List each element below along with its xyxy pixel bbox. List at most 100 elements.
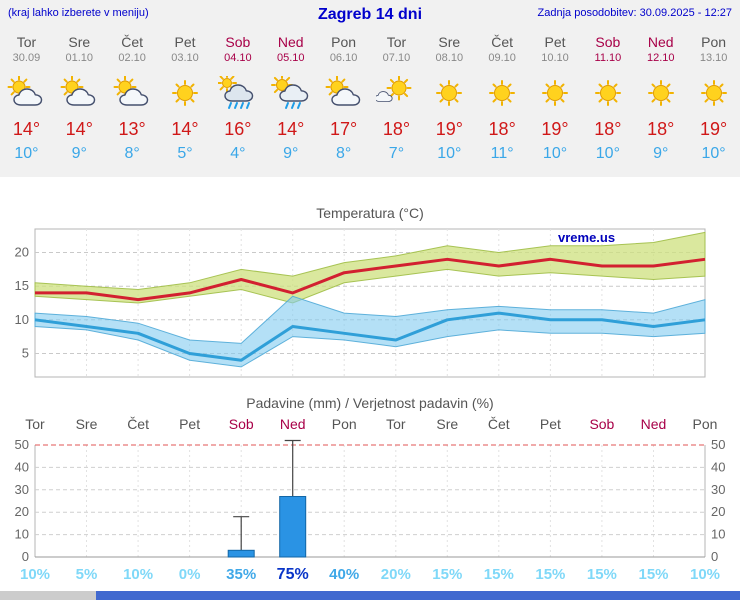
min-temperature: 11° — [490, 145, 514, 162]
day-column[interactable]: Pon 13.10 19° 10° — [687, 34, 740, 163]
min-temperature: 8° — [124, 145, 140, 162]
precip-probability: 0% — [179, 566, 201, 583]
min-temperature: 9° — [71, 145, 87, 162]
precip-day-label: Ned — [280, 416, 306, 432]
day-column[interactable]: Tor 07.10 18° 7° — [370, 34, 423, 163]
svg-text:40: 40 — [711, 459, 725, 474]
min-temperature: 10° — [437, 145, 462, 162]
footer-gray-segment — [0, 591, 96, 600]
precip-bar — [227, 549, 255, 558]
min-temperature: 10° — [595, 145, 620, 162]
min-temperature: 9° — [653, 145, 669, 162]
day-column[interactable]: Sob 04.10 16° 4° — [211, 34, 264, 163]
max-temperature: 18° — [594, 119, 622, 139]
rain-sun-icon — [264, 75, 317, 111]
day-date: 30.09 — [12, 52, 41, 64]
precip-probability: 10% — [123, 566, 153, 583]
day-date: 12.10 — [646, 52, 675, 64]
min-temp-band — [34, 295, 706, 368]
precip-day-label: Sob — [589, 416, 614, 432]
max-temperature: 17° — [329, 119, 358, 139]
day-column[interactable]: Pet 03.10 14° 5° — [159, 34, 212, 163]
max-temperature: 14° — [65, 119, 93, 139]
max-temp-band — [34, 231, 706, 304]
svg-text:0: 0 — [711, 549, 718, 564]
min-temperature: 5° — [177, 145, 193, 162]
precip-day-label: Pon — [332, 416, 357, 432]
min-temperature: 10° — [701, 145, 726, 162]
svg-text:20: 20 — [711, 504, 725, 519]
precip-probability: 15% — [484, 566, 514, 583]
precip-day-label: Pon — [693, 416, 718, 432]
svg-text:20: 20 — [15, 504, 29, 519]
day-column[interactable]: Pon 06.10 17° 8° — [317, 34, 370, 163]
temperature-chart: Temperatura (°C) 5 10 15 20 vreme.us — [15, 205, 706, 378]
svg-text:5: 5 — [22, 346, 29, 361]
svg-text:10: 10 — [711, 527, 725, 542]
precip-probability: 20% — [381, 566, 411, 583]
svg-text:40: 40 — [15, 459, 29, 474]
precip-probability: 15% — [638, 566, 668, 583]
min-temperature: 10° — [542, 145, 568, 162]
precip-day-label: Tor — [386, 416, 406, 432]
day-name: Čet — [121, 34, 144, 50]
precip-probability: 10% — [20, 566, 50, 583]
rain-icon — [211, 75, 264, 111]
precip-day-label: Sre — [436, 416, 458, 432]
precip-day-label: Tor — [25, 416, 45, 432]
partly-icon — [317, 75, 370, 111]
max-temperature: 18° — [647, 119, 675, 139]
day-column[interactable]: Sre 08.10 19° 10° — [423, 34, 476, 163]
forecast-strip: Tor 30.09 14° 10° Sre 01.10 14° 9° Čet 02.10 13° 8°… — [0, 34, 740, 163]
precip-chart-title: Padavine (mm) / Verjetnost padavin (%) — [246, 395, 494, 411]
min-temperature: 4° — [230, 145, 246, 162]
day-column[interactable]: Tor 30.09 14° 10° — [0, 34, 53, 163]
sunny-icon — [159, 75, 212, 111]
day-date: 05.10 — [276, 52, 305, 64]
precip-probability: 75% — [277, 566, 309, 583]
day-date: 10.10 — [541, 52, 569, 64]
svg-text:30: 30 — [711, 482, 725, 497]
day-name: Pet — [544, 34, 566, 50]
precip-day-label: Čet — [488, 416, 510, 432]
precip-bar — [279, 496, 307, 558]
svg-text:15: 15 — [15, 278, 29, 293]
precip-day-label: Pet — [179, 416, 200, 432]
day-date: 04.10 — [224, 52, 252, 64]
max-temperature: 18° — [488, 119, 516, 139]
day-name: Pet — [174, 34, 196, 50]
day-column[interactable]: Čet 09.10 18° 11° — [476, 34, 529, 163]
sunny-icon — [687, 75, 740, 111]
sunny-icon — [581, 75, 634, 111]
sunny-icon — [423, 75, 476, 111]
sunny-icon — [476, 75, 529, 111]
day-column[interactable]: Čet 02.10 13° 8° — [106, 34, 159, 163]
sunny-icon — [634, 75, 687, 111]
day-date: 02.10 — [118, 52, 146, 64]
day-column[interactable]: Ned 12.10 18° 9° — [634, 34, 687, 163]
precip-probability: 40% — [329, 566, 359, 583]
max-temperature: 18° — [382, 119, 411, 139]
day-column[interactable]: Sre 01.10 14° 9° — [53, 34, 106, 163]
day-column[interactable]: Sob 11.10 18° 10° — [581, 34, 634, 163]
day-name: Tor — [386, 34, 407, 50]
partly-icon — [0, 75, 53, 111]
svg-text:0: 0 — [22, 549, 29, 564]
svg-text:30: 30 — [15, 482, 29, 497]
max-temperature: 19° — [541, 119, 569, 139]
day-date: 01.10 — [65, 52, 94, 64]
precip-day-label: Sre — [76, 416, 98, 432]
precip-day-label: Pet — [540, 416, 561, 432]
day-date: 13.10 — [699, 52, 728, 64]
day-column[interactable]: Ned 05.10 14° 9° — [264, 34, 317, 163]
min-temperature: 9° — [283, 145, 299, 162]
day-name: Pon — [331, 34, 357, 50]
day-name: Čet — [491, 34, 514, 50]
location-menu-hint: (kraj lahko izberete v meniju) — [8, 7, 149, 19]
day-column[interactable]: Pet 10.10 19° 10° — [529, 34, 582, 163]
precip-probability: 15% — [432, 566, 462, 583]
precip-probability: 15% — [587, 566, 617, 583]
svg-text:Temperatura (°C): Temperatura (°C) — [316, 205, 424, 221]
day-date: 11.10 — [594, 52, 622, 64]
day-date: 09.10 — [488, 52, 516, 64]
